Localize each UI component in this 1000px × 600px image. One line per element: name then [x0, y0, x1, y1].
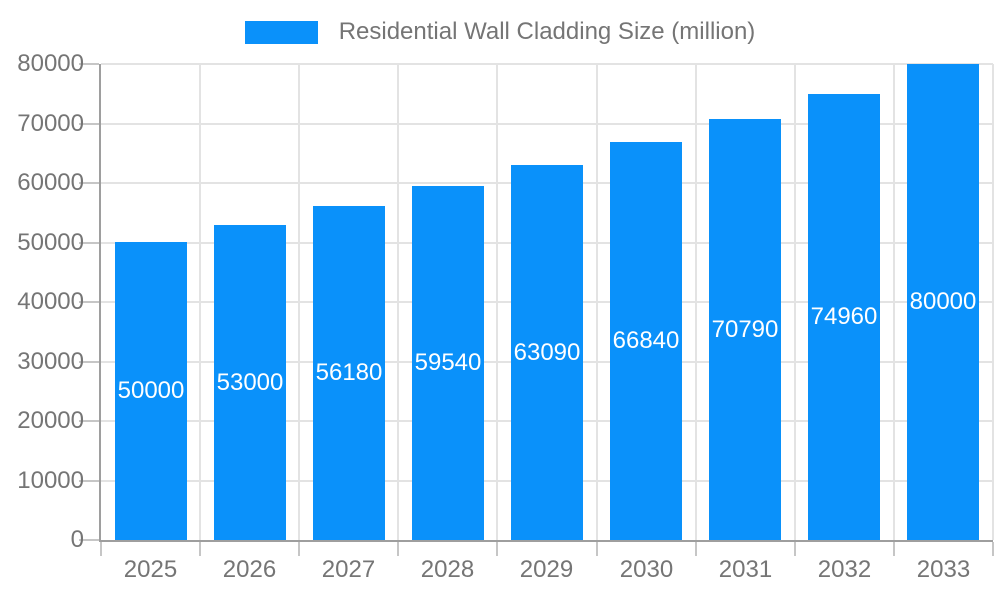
- y-tick-label: 0: [70, 526, 84, 553]
- chart-legend[interactable]: Residential Wall Cladding Size (million): [0, 18, 1000, 46]
- x-tick-mark: [199, 542, 201, 556]
- plot-area: 50000 53000 56180 59540 63090 66840 70790 74960…: [79, 63, 994, 556]
- h-gridline: [101, 123, 993, 125]
- v-gridline: [695, 64, 697, 540]
- legend-swatch: [244, 20, 318, 44]
- bar-value-label: 70790: [711, 315, 779, 343]
- bar-value-label: 63090: [513, 338, 581, 366]
- x-tick-mark: [893, 542, 895, 556]
- bar-2028: 59540: [412, 186, 484, 540]
- bar-value-label: 74960: [810, 303, 878, 330]
- bar-2029: 63090: [511, 165, 583, 540]
- bar-2025: 50000: [115, 242, 187, 540]
- y-tick-label: 50000: [17, 229, 84, 256]
- x-tick-label: 2025: [123, 556, 178, 583]
- y-tick-mark: [79, 63, 99, 65]
- x-tick-mark: [794, 542, 796, 556]
- x-tick-label: 2029: [519, 556, 574, 583]
- y-tick-label: 70000: [17, 110, 84, 137]
- h-gridline: [101, 63, 993, 65]
- v-gridline: [199, 64, 201, 540]
- bar-2030: 66840: [610, 142, 682, 540]
- bar-2027: 56180: [313, 206, 385, 540]
- x-tick-label: 2031: [718, 556, 773, 583]
- x-axis-line: [99, 540, 993, 542]
- y-tick-label: 40000: [17, 288, 84, 315]
- bar-value-label: 56180: [315, 359, 383, 386]
- v-gridline: [893, 64, 895, 540]
- bar-value-label: 66840: [612, 327, 680, 354]
- y-tick-mark: [79, 123, 99, 125]
- bar-2033: 80000: [907, 64, 979, 540]
- x-tick-label: 2027: [321, 556, 376, 583]
- y-tick-mark: [79, 480, 99, 482]
- y-tick-mark: [79, 301, 99, 303]
- y-tick-mark: [79, 420, 99, 422]
- y-tick-mark: [79, 539, 99, 541]
- bar-2032: 74960: [808, 94, 880, 540]
- x-tick-label: 2030: [619, 556, 674, 583]
- bar-value-label: 59540: [414, 349, 482, 376]
- bar-value-label: 50000: [117, 377, 185, 404]
- x-tick-mark: [100, 542, 102, 556]
- bar-2026: 53000: [214, 225, 286, 540]
- x-tick-label: 2026: [222, 556, 277, 583]
- v-gridline: [794, 64, 796, 540]
- x-tick-mark: [695, 542, 697, 556]
- v-gridline: [298, 64, 300, 540]
- x-tick-mark: [496, 542, 498, 556]
- y-tick-label: 60000: [17, 169, 84, 196]
- y-tick-label: 80000: [17, 50, 84, 77]
- y-tick-mark: [79, 242, 99, 244]
- bar-2031: 70790: [709, 119, 781, 540]
- x-tick-mark: [397, 542, 399, 556]
- x-tick-label: 2033: [916, 556, 971, 583]
- y-tick-label: 30000: [17, 348, 84, 375]
- y-tick-mark: [79, 361, 99, 363]
- v-gridline: [596, 64, 598, 540]
- y-tick-label: 20000: [17, 407, 84, 434]
- v-gridline: [992, 64, 994, 540]
- v-gridline: [397, 64, 399, 540]
- x-tick-mark: [596, 542, 598, 556]
- x-tick-mark: [298, 542, 300, 556]
- x-tick-label: 2032: [817, 556, 872, 583]
- y-tick-label: 10000: [17, 467, 84, 494]
- y-tick-mark: [79, 182, 99, 184]
- bar-value-label: 80000: [909, 288, 977, 315]
- x-tick-mark: [992, 542, 994, 556]
- x-tick-label: 2028: [420, 556, 475, 583]
- y-axis-line: [99, 64, 101, 542]
- bar-value-label: 53000: [216, 368, 284, 396]
- legend-label: Residential Wall Cladding Size (million): [338, 18, 756, 45]
- v-gridline: [496, 64, 498, 540]
